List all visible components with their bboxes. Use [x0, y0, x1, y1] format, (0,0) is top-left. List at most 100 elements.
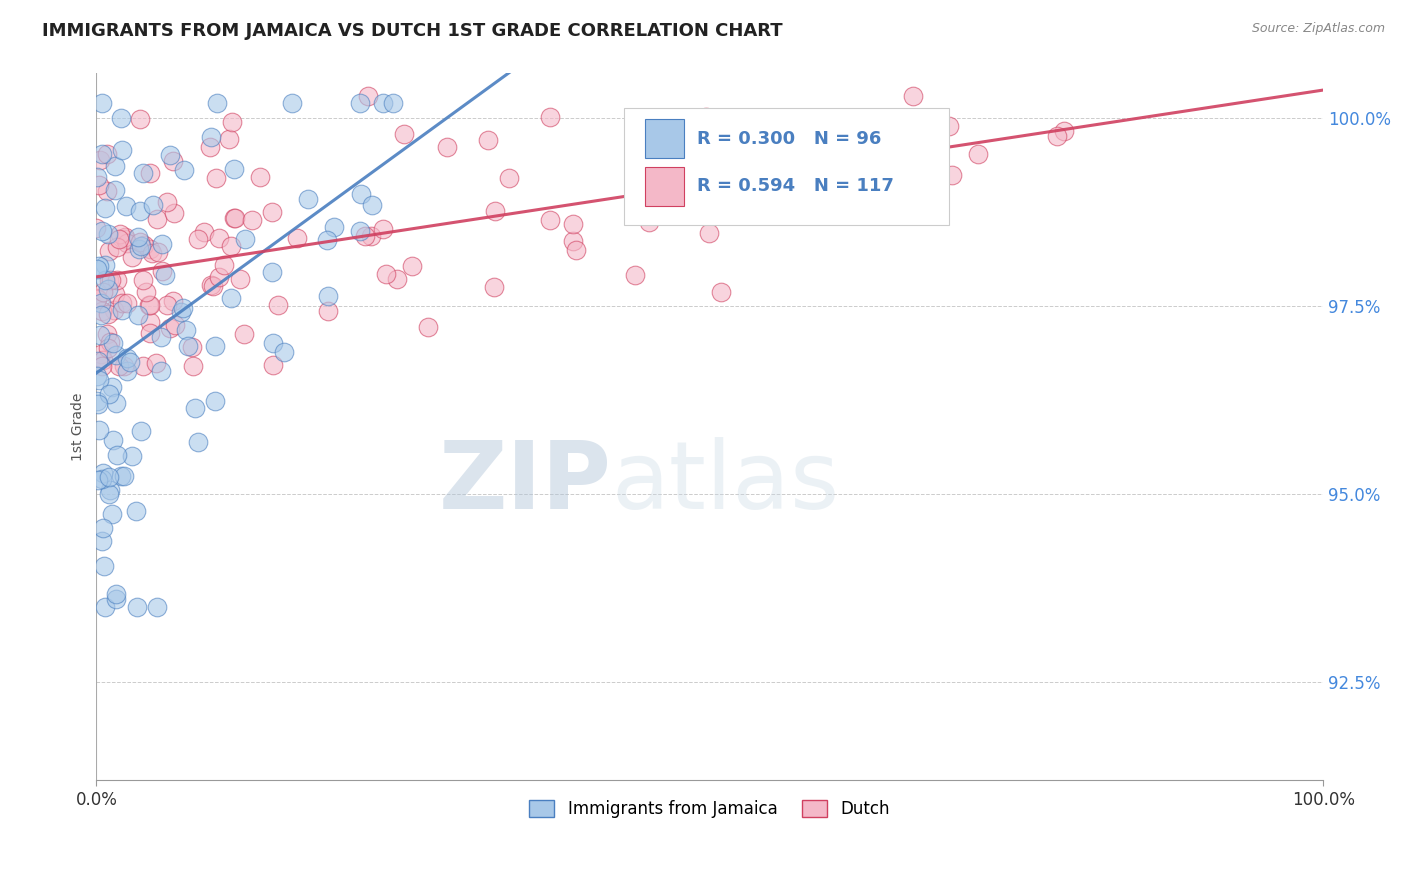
- Immigrants from Jamaica: [117, 364, 139, 378]
- Immigrants from Jamaica: [91, 533, 114, 548]
- Dutch: [538, 213, 561, 227]
- Dutch: [392, 127, 415, 141]
- Immigrants from Jamaica: [94, 202, 117, 216]
- Immigrants from Jamaica: [204, 393, 226, 408]
- Dutch: [141, 246, 163, 260]
- Dutch: [371, 222, 394, 236]
- Immigrants from Jamaica: [187, 434, 209, 449]
- Dutch: [624, 268, 647, 283]
- Immigrants from Jamaica: [105, 587, 128, 601]
- Immigrants from Jamaica: [94, 273, 117, 287]
- Dutch: [224, 211, 246, 225]
- Dutch: [181, 359, 204, 374]
- Immigrants from Jamaica: [118, 355, 141, 369]
- Dutch: [138, 298, 160, 312]
- Dutch: [97, 341, 120, 355]
- Dutch: [112, 359, 135, 374]
- Dutch: [752, 128, 775, 143]
- Immigrants from Jamaica: [105, 348, 128, 362]
- Immigrants from Jamaica: [98, 483, 121, 497]
- Immigrants from Jamaica: [129, 424, 152, 438]
- Immigrants from Jamaica: [110, 468, 132, 483]
- Dutch: [262, 358, 284, 372]
- Dutch: [96, 184, 118, 198]
- Immigrants from Jamaica: [177, 339, 200, 353]
- Immigrants from Jamaica: [87, 397, 110, 411]
- Immigrants from Jamaica: [174, 323, 197, 337]
- Dutch: [90, 303, 112, 318]
- Dutch: [201, 279, 224, 293]
- Immigrants from Jamaica: [233, 232, 256, 246]
- Dutch: [232, 327, 254, 342]
- Dutch: [477, 133, 499, 147]
- Immigrants from Jamaica: [91, 521, 114, 535]
- Text: R = 0.594   N = 117: R = 0.594 N = 117: [697, 178, 894, 195]
- Dutch: [100, 272, 122, 286]
- Dutch: [98, 273, 121, 287]
- Immigrants from Jamaica: [127, 308, 149, 322]
- Text: IMMIGRANTS FROM JAMAICA VS DUTCH 1ST GRADE CORRELATION CHART: IMMIGRANTS FROM JAMAICA VS DUTCH 1ST GRA…: [42, 22, 783, 40]
- Dutch: [221, 114, 243, 128]
- Dutch: [562, 234, 585, 248]
- Immigrants from Jamaica: [150, 330, 173, 344]
- Immigrants from Jamaica: [129, 239, 152, 253]
- Dutch: [695, 110, 717, 124]
- Immigrants from Jamaica: [94, 600, 117, 615]
- Immigrants from Jamaica: [127, 230, 149, 244]
- Dutch: [163, 318, 186, 333]
- Immigrants from Jamaica: [128, 203, 150, 218]
- Immigrants from Jamaica: [100, 507, 122, 521]
- Dutch: [208, 269, 231, 284]
- Immigrants from Jamaica: [381, 96, 404, 111]
- Text: Source: ZipAtlas.com: Source: ZipAtlas.com: [1251, 22, 1385, 36]
- Immigrants from Jamaica: [101, 433, 124, 447]
- Dutch: [132, 273, 155, 287]
- Dutch: [100, 334, 122, 349]
- Dutch: [928, 194, 950, 208]
- Immigrants from Jamaica: [260, 265, 283, 279]
- Dutch: [967, 146, 990, 161]
- Dutch: [90, 359, 112, 374]
- Dutch: [148, 244, 170, 259]
- Dutch: [86, 292, 108, 306]
- Dutch: [162, 294, 184, 309]
- Immigrants from Jamaica: [87, 423, 110, 437]
- Dutch: [219, 239, 242, 253]
- Immigrants from Jamaica: [153, 268, 176, 282]
- Dutch: [482, 280, 505, 294]
- Immigrants from Jamaica: [121, 449, 143, 463]
- Dutch: [356, 88, 378, 103]
- Dutch: [138, 298, 160, 312]
- Dutch: [115, 236, 138, 251]
- Immigrants from Jamaica: [150, 364, 173, 378]
- Immigrants from Jamaica: [90, 295, 112, 310]
- Dutch: [200, 140, 222, 154]
- Immigrants from Jamaica: [371, 96, 394, 111]
- Dutch: [181, 340, 204, 354]
- Immigrants from Jamaica: [86, 473, 108, 487]
- Immigrants from Jamaica: [224, 162, 246, 177]
- Dutch: [1052, 124, 1074, 138]
- Dutch: [240, 213, 263, 227]
- Dutch: [132, 237, 155, 252]
- Dutch: [484, 204, 506, 219]
- Dutch: [108, 231, 131, 245]
- Immigrants from Jamaica: [207, 96, 229, 111]
- Dutch: [1046, 129, 1069, 144]
- Dutch: [318, 304, 340, 318]
- Immigrants from Jamaica: [91, 224, 114, 238]
- Dutch: [139, 326, 162, 340]
- Dutch: [128, 112, 150, 126]
- Dutch: [132, 359, 155, 374]
- Dutch: [156, 194, 179, 209]
- Immigrants from Jamaica: [316, 233, 339, 247]
- Dutch: [360, 229, 382, 244]
- Dutch: [699, 226, 721, 240]
- Dutch: [98, 244, 121, 259]
- Immigrants from Jamaica: [101, 380, 124, 394]
- Dutch: [941, 168, 963, 182]
- Dutch: [565, 243, 588, 257]
- Immigrants from Jamaica: [91, 96, 114, 111]
- Immigrants from Jamaica: [200, 129, 222, 144]
- Dutch: [637, 215, 659, 229]
